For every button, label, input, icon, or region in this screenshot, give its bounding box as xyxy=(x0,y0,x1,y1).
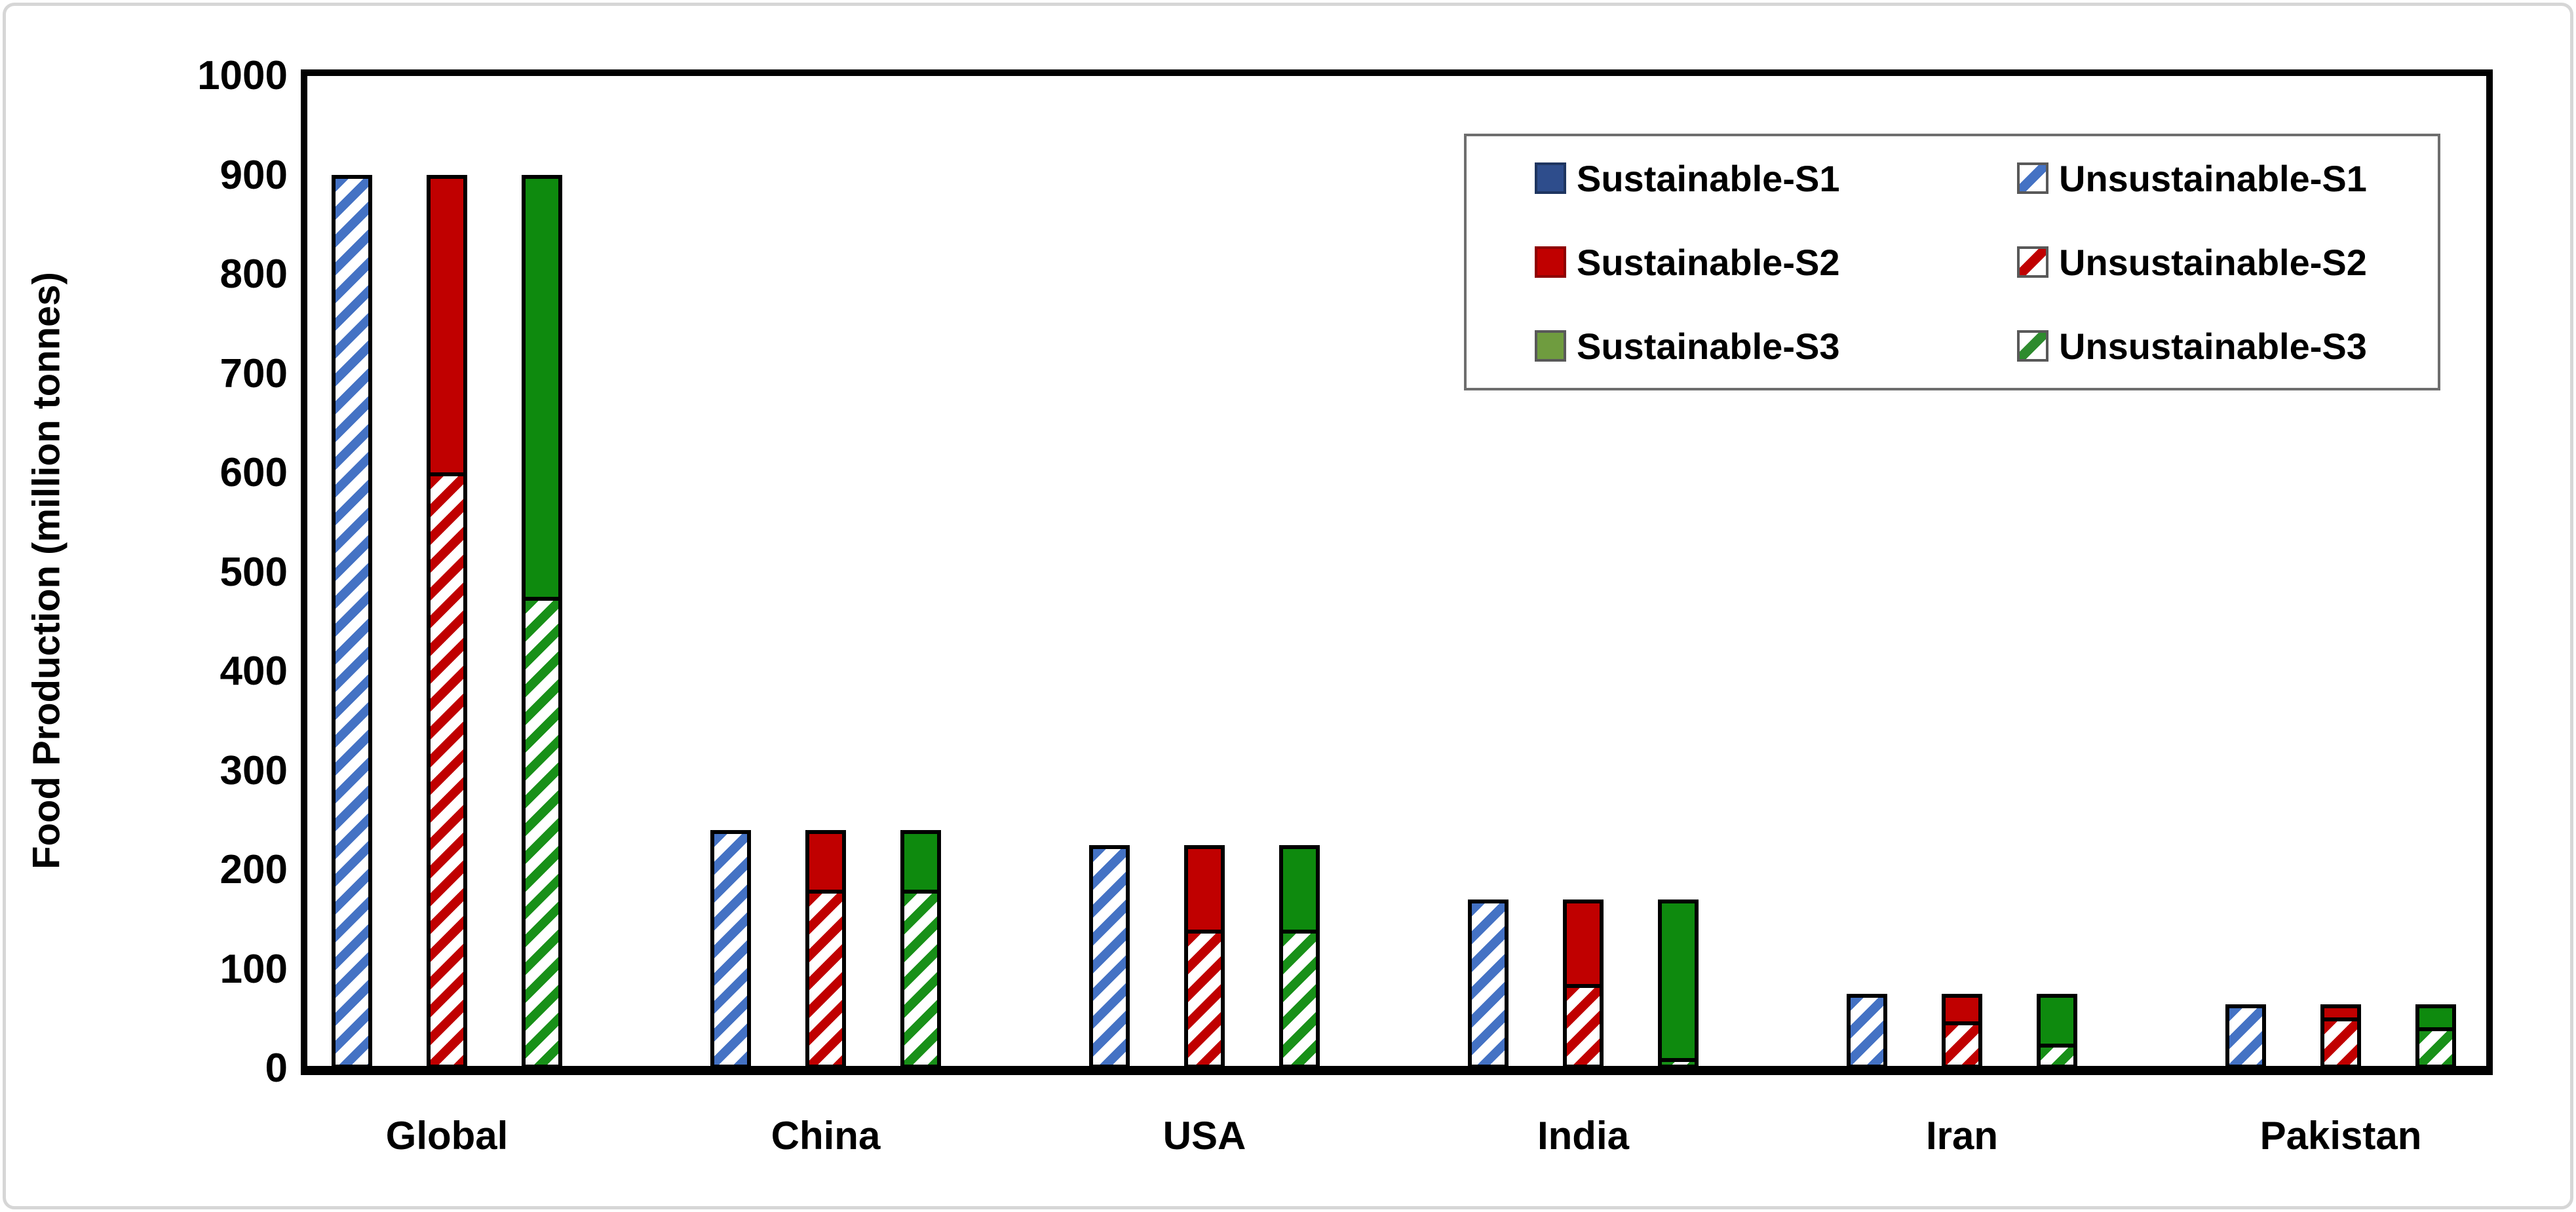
legend-label: Sustainable-S2 xyxy=(1577,241,1840,283)
bar-pakistan-s2 xyxy=(2320,1004,2361,1069)
bar-global-s2 xyxy=(427,175,467,1069)
segment-unsustainable-s1 xyxy=(336,179,368,1065)
x-category-label: Global xyxy=(385,1114,509,1158)
segment-sustainable-s3 xyxy=(1283,849,1316,934)
segment-unsustainable-s1 xyxy=(1472,903,1505,1065)
x-category-label: Pakistan xyxy=(2259,1114,2422,1158)
y-tick-label: 400 xyxy=(220,649,288,694)
segment-unsustainable-s3 xyxy=(904,894,937,1065)
bar-iran-s2 xyxy=(1942,994,1982,1069)
bar-pakistan-s3 xyxy=(2415,1004,2456,1069)
legend-swatch-unsustainable-s1-icon xyxy=(2017,162,2048,194)
segment-unsustainable-s3 xyxy=(2419,1031,2452,1065)
x-category-label: India xyxy=(1537,1114,1629,1158)
segment-unsustainable-s2 xyxy=(1946,1025,1978,1065)
y-axis-title: Food Production (million tonnes) xyxy=(25,272,68,869)
segment-unsustainable-s3 xyxy=(526,601,558,1065)
legend-item-unsustainable-s1: Unsustainable-S1 xyxy=(2017,157,2438,200)
legend-label: Unsustainable-S1 xyxy=(2059,157,2367,199)
segment-sustainable-s2 xyxy=(2324,1008,2357,1021)
legend-swatch-unsustainable-s3-icon xyxy=(2017,330,2048,362)
segment-unsustainable-s1 xyxy=(2229,1008,2262,1065)
x-category-label: China xyxy=(771,1114,881,1158)
segment-unsustainable-s3 xyxy=(2041,1048,2073,1065)
bar-global-s1 xyxy=(332,175,372,1069)
legend-label: Unsustainable-S2 xyxy=(2059,241,2367,283)
bar-iran-s3 xyxy=(2037,994,2077,1069)
legend-swatch-sustainable-s3-icon xyxy=(1535,330,1566,362)
segment-unsustainable-s3 xyxy=(1283,934,1316,1065)
legend-item-unsustainable-s3: Unsustainable-S3 xyxy=(2017,325,2438,368)
legend-item-unsustainable-s2: Unsustainable-S2 xyxy=(2017,241,2438,284)
legend-item-sustainable-s3: Sustainable-S3 xyxy=(1535,325,2017,368)
y-tick-label: 300 xyxy=(220,748,288,793)
bar-china-s1 xyxy=(710,830,751,1069)
figure-frame: Food Production (million tonnes) 0 100 200… xyxy=(3,3,2573,1209)
y-tick-label: 200 xyxy=(220,847,288,892)
segment-unsustainable-s2 xyxy=(2324,1021,2357,1065)
y-tick-label: 0 xyxy=(265,1046,288,1091)
segment-sustainable-s3 xyxy=(1662,903,1695,1062)
segment-unsustainable-s1 xyxy=(714,834,747,1065)
bar-usa-s3 xyxy=(1279,845,1320,1069)
y-tick-label: 1000 xyxy=(197,53,288,98)
segment-unsustainable-s2 xyxy=(1188,934,1221,1065)
x-category-label: Iran xyxy=(1925,1114,1999,1158)
segment-unsustainable-s2 xyxy=(431,476,463,1065)
y-tick-label: 100 xyxy=(220,946,288,992)
x-category-label: USA xyxy=(1163,1114,1246,1158)
legend-swatch-unsustainable-s2-icon xyxy=(2017,246,2048,278)
legend-item-sustainable-s2: Sustainable-S2 xyxy=(1535,241,2017,284)
bar-usa-s2 xyxy=(1184,845,1225,1069)
segment-unsustainable-s2 xyxy=(809,894,842,1065)
bar-china-s2 xyxy=(805,830,846,1069)
segment-sustainable-s2 xyxy=(1946,998,1978,1025)
bar-india-s1 xyxy=(1468,900,1509,1069)
legend-swatch-sustainable-s1-icon xyxy=(1535,162,1566,194)
segment-sustainable-s3 xyxy=(2419,1008,2452,1031)
segment-sustainable-s3 xyxy=(526,179,558,601)
bar-usa-s1 xyxy=(1089,845,1130,1069)
legend-box: Sustainable-S1 Unsustainable-S1 Sustainabl… xyxy=(1464,134,2440,390)
x-axis-line xyxy=(301,1066,2493,1075)
segment-unsustainable-s1 xyxy=(1851,998,1883,1065)
segment-unsustainable-s3 xyxy=(1662,1062,1695,1065)
bar-india-s3 xyxy=(1658,900,1699,1069)
y-tick-label: 800 xyxy=(220,252,288,297)
legend-swatch-sustainable-s2-icon xyxy=(1535,246,1566,278)
segment-sustainable-s2 xyxy=(1188,849,1221,934)
legend-label: Unsustainable-S3 xyxy=(2059,325,2367,367)
segment-sustainable-s2 xyxy=(431,179,463,476)
y-tick-label: 900 xyxy=(220,152,288,198)
legend-label: Sustainable-S1 xyxy=(1577,157,1840,199)
segment-unsustainable-s1 xyxy=(1093,849,1126,1065)
y-tick-label: 700 xyxy=(220,350,288,396)
y-tick-label: 600 xyxy=(220,450,288,495)
bar-pakistan-s1 xyxy=(2225,1004,2266,1069)
segment-sustainable-s2 xyxy=(1567,903,1600,988)
segment-sustainable-s2 xyxy=(809,834,842,894)
segment-sustainable-s3 xyxy=(2041,998,2073,1048)
segment-unsustainable-s2 xyxy=(1567,988,1600,1065)
bar-iran-s1 xyxy=(1847,994,1887,1069)
plot-area xyxy=(301,69,2493,1075)
legend-label: Sustainable-S3 xyxy=(1577,325,1840,367)
segment-sustainable-s3 xyxy=(904,834,937,894)
y-tick-label: 500 xyxy=(220,549,288,595)
bar-china-s3 xyxy=(900,830,941,1069)
legend-item-sustainable-s1: Sustainable-S1 xyxy=(1535,157,2017,200)
bar-global-s3 xyxy=(522,175,562,1069)
bar-india-s2 xyxy=(1563,900,1604,1069)
